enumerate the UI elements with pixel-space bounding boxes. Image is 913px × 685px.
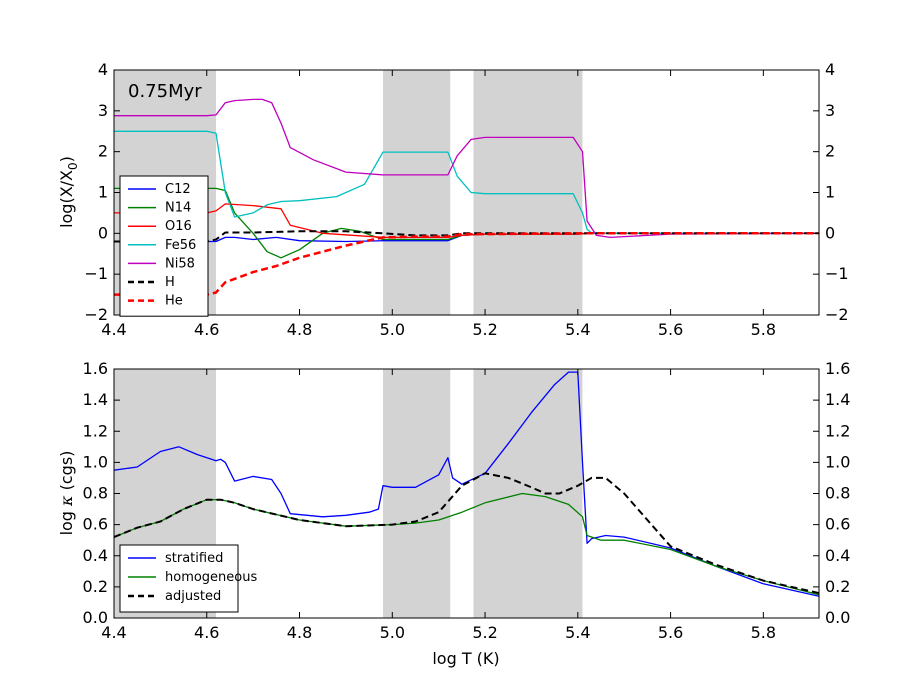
series-lines — [114, 98, 820, 296]
y-tick-label-left: 1.0 — [83, 452, 108, 471]
x-tick-label: 5.0 — [380, 320, 405, 339]
y-tick-label-right: 1.0 — [825, 452, 850, 471]
y-tick-label-left: 0.2 — [83, 577, 108, 596]
x-tick-label: 5.6 — [658, 623, 683, 642]
axis-ticks: 4.4 4.6 4.8 5.0 5.2 5.4 5.6 5.8 0.0 0.0 0.2 0.2 0.4 0… — [83, 359, 851, 642]
y-tick-label-right: 0 — [825, 223, 835, 242]
y-axis-label: log(X/X0) — [57, 156, 80, 228]
x-tick-label: 5.2 — [472, 320, 497, 339]
legend-frame — [119, 544, 239, 613]
series-line-adjusted — [113, 472, 820, 595]
x-tick-label: 4.8 — [287, 320, 312, 339]
opacity-panel: 4.4 4.6 4.8 5.0 5.2 5.4 5.6 5.8 0.0 0.0 0.2 0.2 0.4 0… — [57, 359, 850, 668]
legend-label-adjusted: adjusted — [165, 589, 221, 604]
y-tick-label-left: 0.4 — [83, 546, 108, 565]
y-tick-label-right: 0.2 — [825, 577, 850, 596]
x-tick-label: 4.4 — [101, 320, 126, 339]
y-tick-label-left: 0.0 — [83, 608, 108, 627]
y-axis-label: log κ (cgs) — [57, 451, 76, 536]
y-tick-label-right: 0.6 — [825, 515, 850, 534]
x-tick-label: 5.2 — [472, 623, 497, 642]
y-tick-label-left: 3 — [98, 101, 108, 120]
series-line-fe56 — [114, 130, 819, 234]
y-tick-label-right: 3 — [825, 101, 835, 120]
legend-frame — [119, 175, 209, 317]
y-tick-label-left: 1.6 — [83, 359, 108, 378]
legend: stratified homogeneous adjusted — [119, 544, 257, 613]
legend-label-h: H — [165, 275, 175, 290]
y-tick-label-left: −1 — [84, 264, 108, 283]
y-tick-label-left: 4 — [98, 60, 108, 79]
x-tick-label: 5.6 — [658, 320, 683, 339]
y-tick-label-right: −1 — [825, 264, 849, 283]
y-tick-label-right: 1 — [825, 183, 835, 202]
series-line-ni58 — [114, 98, 820, 239]
y-tick-label-left: 0.8 — [83, 484, 108, 503]
x-tick-label: 5.8 — [751, 623, 776, 642]
series-line-n14 — [114, 187, 819, 259]
x-tick-label: 5.4 — [565, 320, 590, 339]
shaded-band — [383, 70, 451, 315]
y-tick-label-left: 1.4 — [83, 390, 108, 409]
y-tick-label-left: 0 — [98, 223, 108, 242]
abundance-panel: 4.4 4.6 4.8 5.0 5.2 5.4 5.6 5.8 −2 −2 −1 −1 0 0 1 1 2 2 3 3… — [57, 60, 849, 339]
legend-label-fe56: Fe56 — [165, 238, 196, 253]
legend: C12 N14 O16 Fe56 Ni58 H He — [119, 175, 209, 317]
y-tick-label-right: 1.4 — [825, 390, 850, 409]
shaded-band — [383, 369, 451, 618]
y-tick-label-left: 1 — [98, 183, 108, 202]
x-tick-label: 4.6 — [194, 320, 219, 339]
x-tick-label: 4.4 — [101, 623, 126, 642]
legend-label-he: He — [165, 294, 183, 309]
y-tick-label-left: 0.6 — [83, 515, 108, 534]
y-tick-label-left: 1.2 — [83, 421, 108, 440]
y-tick-label-right: 0.8 — [825, 484, 850, 503]
x-tick-label: 5.8 — [751, 320, 776, 339]
y-tick-label-right: 1.6 — [825, 359, 850, 378]
series-lines — [113, 371, 820, 597]
x-tick-label: 4.6 — [194, 623, 219, 642]
y-tick-label-right: 0.0 — [825, 608, 850, 627]
x-tick-label: 4.8 — [287, 623, 312, 642]
y-tick-label-right: −2 — [825, 305, 849, 324]
y-tick-label-left: 2 — [98, 142, 108, 161]
legend-label-stratified: stratified — [165, 551, 223, 566]
shaded-band — [473, 70, 583, 315]
legend-label-ni58: Ni58 — [165, 256, 195, 271]
series-line-he — [114, 232, 819, 296]
x-tick-label: 5.4 — [565, 623, 590, 642]
y-tick-label-left: −2 — [84, 305, 108, 324]
legend-label-homogeneous: homogeneous — [165, 570, 257, 585]
y-tick-label-right: 4 — [825, 60, 835, 79]
shaded-band — [473, 369, 583, 618]
time-annotation: 0.75Myr — [128, 81, 202, 102]
legend-label-n14: N14 — [165, 201, 191, 216]
series-line-h — [114, 230, 819, 243]
y-tick-label-right: 0.4 — [825, 546, 850, 565]
y-tick-label-right: 2 — [825, 142, 835, 161]
series-line-stratified — [113, 371, 820, 597]
legend-label-c12: C12 — [165, 182, 191, 197]
x-axis-label: log T (K) — [432, 649, 499, 668]
legend-label-o16: O16 — [165, 219, 192, 234]
plot-frame — [113, 69, 820, 316]
x-tick-label: 5.0 — [380, 623, 405, 642]
axis-ticks: 4.4 4.6 4.8 5.0 5.2 5.4 5.6 5.8 −2 −2 −1 −1 0 0 1 1 2 2 3 3… — [84, 60, 848, 339]
y-tick-label-right: 1.2 — [825, 421, 850, 440]
